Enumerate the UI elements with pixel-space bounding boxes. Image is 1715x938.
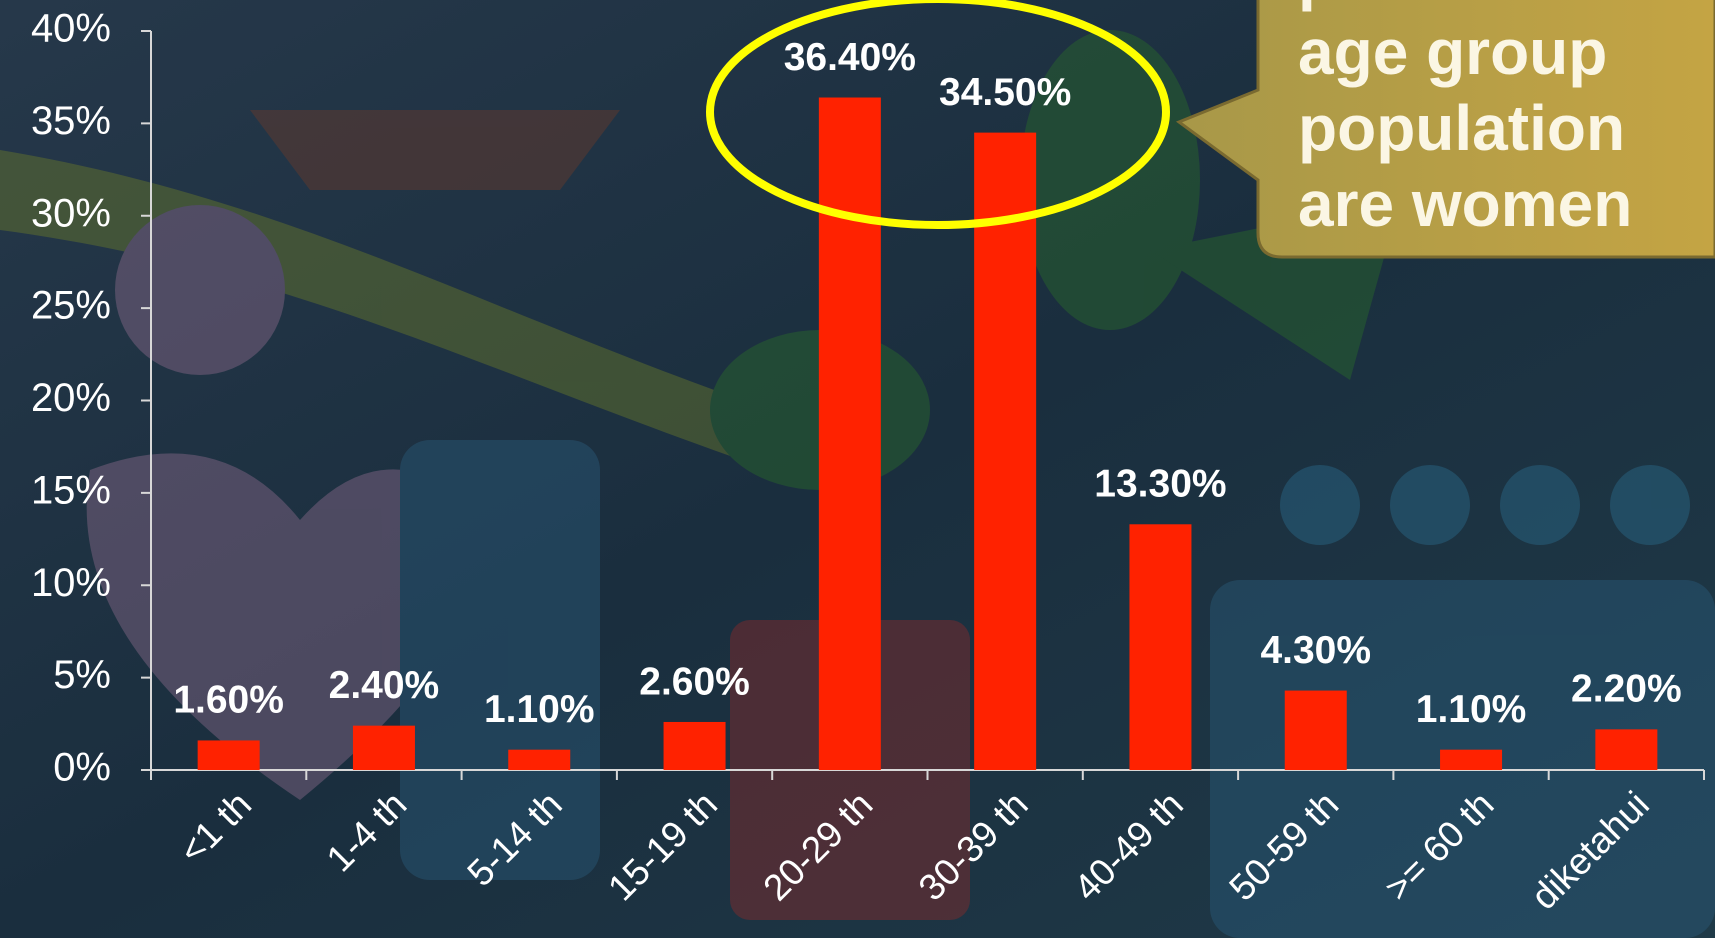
bar <box>974 133 1036 770</box>
value-label: 13.30% <box>1094 463 1226 506</box>
bar <box>198 740 260 770</box>
value-label: 1.60% <box>173 679 284 722</box>
y-tick-label: 5% <box>53 653 111 697</box>
bar <box>819 98 881 770</box>
bar <box>1129 524 1191 770</box>
callout-text: are women <box>1298 168 1632 240</box>
y-tick-label: 10% <box>31 561 111 605</box>
bar <box>1595 729 1657 770</box>
y-tick-label: 35% <box>31 99 111 143</box>
bar <box>508 750 570 770</box>
bar <box>353 726 415 770</box>
callout-text: age group <box>1298 16 1607 88</box>
value-label: 36.40% <box>784 36 916 79</box>
bar <box>1440 750 1502 770</box>
value-label: 2.20% <box>1571 668 1682 711</box>
y-tick-label: 40% <box>31 7 111 51</box>
chart: 0%5%10%15%20%25%30%35%40%<1 th1.60%1-4 t… <box>0 0 1715 938</box>
bar <box>664 722 726 770</box>
value-label: 2.60% <box>639 660 750 703</box>
value-label: 4.30% <box>1260 629 1371 672</box>
value-label: 34.50% <box>939 71 1071 114</box>
callout-text: productive <box>1298 0 1625 12</box>
y-tick-label: 25% <box>31 284 111 328</box>
bar <box>1285 691 1347 770</box>
y-tick-label: 30% <box>31 191 111 235</box>
y-tick-label: 0% <box>53 746 111 790</box>
y-tick-label: 20% <box>31 376 111 420</box>
y-tick-label: 15% <box>31 468 111 512</box>
value-label: 2.40% <box>329 664 440 707</box>
value-label: 1.10% <box>484 688 595 731</box>
callout-text: population <box>1298 92 1625 164</box>
value-label: 1.10% <box>1416 688 1527 731</box>
